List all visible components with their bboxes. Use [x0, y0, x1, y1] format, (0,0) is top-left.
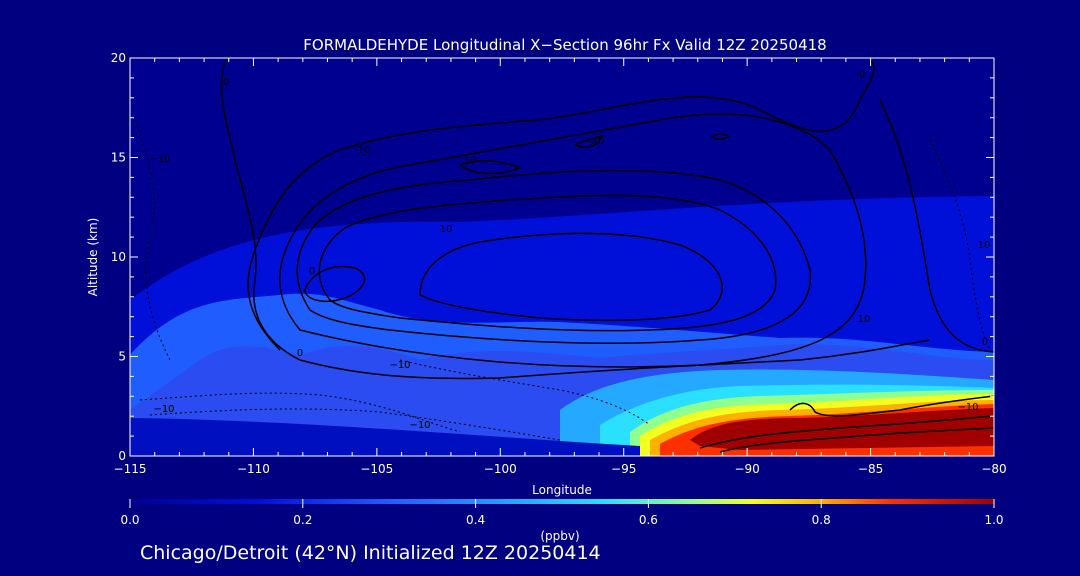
field-darkred-band — [690, 408, 994, 450]
contour-label: −10 — [583, 136, 604, 147]
contour-label: 10 — [978, 240, 991, 251]
colorbar-tick-label: 0.6 — [639, 513, 658, 527]
contour-line — [220, 59, 931, 380]
contour-line — [419, 232, 723, 322]
y-axis: 0 5 10 15 20 — [111, 51, 994, 463]
chart-title: FORMALDEHYDE Longitudinal X−Section 96hr… — [303, 36, 826, 54]
x-axis: −115 −110 −105 −100 −95 −90 −85 −80 — [114, 58, 1007, 476]
contour-label: 0 — [859, 70, 865, 81]
contour-line — [304, 265, 366, 302]
contour-label: 10 — [858, 314, 871, 325]
colorbar-tick-label: 0.8 — [812, 513, 831, 527]
contour-line — [247, 59, 875, 351]
footer-caption: Chicago/Detroit (42°N) Initialized 12Z 2… — [140, 542, 601, 564]
contour-line — [789, 395, 994, 417]
y-tick-label: 15 — [111, 151, 126, 165]
contour-line — [719, 427, 994, 453]
contour-label: −10 — [389, 360, 410, 371]
dotted-contour-line — [139, 392, 461, 433]
contour-label: 10 — [464, 156, 477, 167]
y-tick-label: 5 — [118, 350, 126, 364]
x-tick-label: −105 — [360, 462, 393, 476]
colorbar-tick-label: 1.0 — [984, 513, 1003, 527]
field-surface-band — [130, 418, 640, 456]
contour-label: −10 — [149, 154, 170, 165]
contour-label: 10 — [358, 145, 371, 156]
colorbar-tick-label: 0.2 — [293, 513, 312, 527]
dotted-contour-line — [929, 139, 991, 351]
x-tick-label: −95 — [611, 462, 636, 476]
contour-labels: 0 0 0 10 10 10 −10 −10 −10 −10 10 −10 0 10 −10 0 — [149, 70, 990, 431]
y-tick-label: 20 — [111, 51, 126, 65]
contour-line — [318, 194, 777, 332]
x-tick-label: −85 — [858, 462, 883, 476]
x-tick-label: −100 — [484, 462, 517, 476]
contour-line — [699, 415, 994, 449]
contour-line — [279, 113, 867, 368]
contour-line — [879, 99, 994, 353]
colorbar — [130, 499, 994, 504]
y-tick-label: 10 — [111, 250, 126, 264]
contour-line — [296, 169, 812, 345]
x-tick-label: −90 — [734, 462, 759, 476]
dotted-contour-line — [149, 408, 561, 441]
contour-label: 0 — [982, 337, 988, 348]
y-tick-label: 0 — [118, 449, 126, 463]
x-tick-label: −110 — [237, 462, 270, 476]
x-tick-label: −115 — [114, 462, 147, 476]
contour-label: −10 — [409, 420, 430, 431]
contour-label: −10 — [957, 402, 978, 413]
contour-line — [710, 133, 730, 140]
x-tick-label: −80 — [981, 462, 1006, 476]
dotted-contour-line — [399, 359, 651, 426]
contour-label: −10 — [153, 404, 174, 415]
dotted-contours — [134, 119, 991, 441]
colorbar-tick-label: 0.0 — [120, 513, 139, 527]
contour-label: 0 — [297, 348, 303, 359]
x-axis-label: Longitude — [532, 483, 592, 497]
contour-label: 0 — [223, 77, 229, 88]
concentration-field — [130, 58, 994, 456]
contour-label: 0 — [309, 266, 315, 277]
colorbar-tick-label: 0.4 — [466, 513, 485, 527]
y-axis-label: Altitude (km) — [86, 218, 100, 297]
contour-label: 10 — [440, 224, 453, 235]
colorbar-ticks: 0.0 0.2 0.4 0.6 0.8 1.0 — [120, 499, 1004, 527]
contour-lines — [220, 59, 994, 453]
colorbar-unit-label: (ppbv) — [540, 529, 579, 543]
contour-line — [458, 160, 523, 175]
contour-line — [573, 134, 604, 148]
